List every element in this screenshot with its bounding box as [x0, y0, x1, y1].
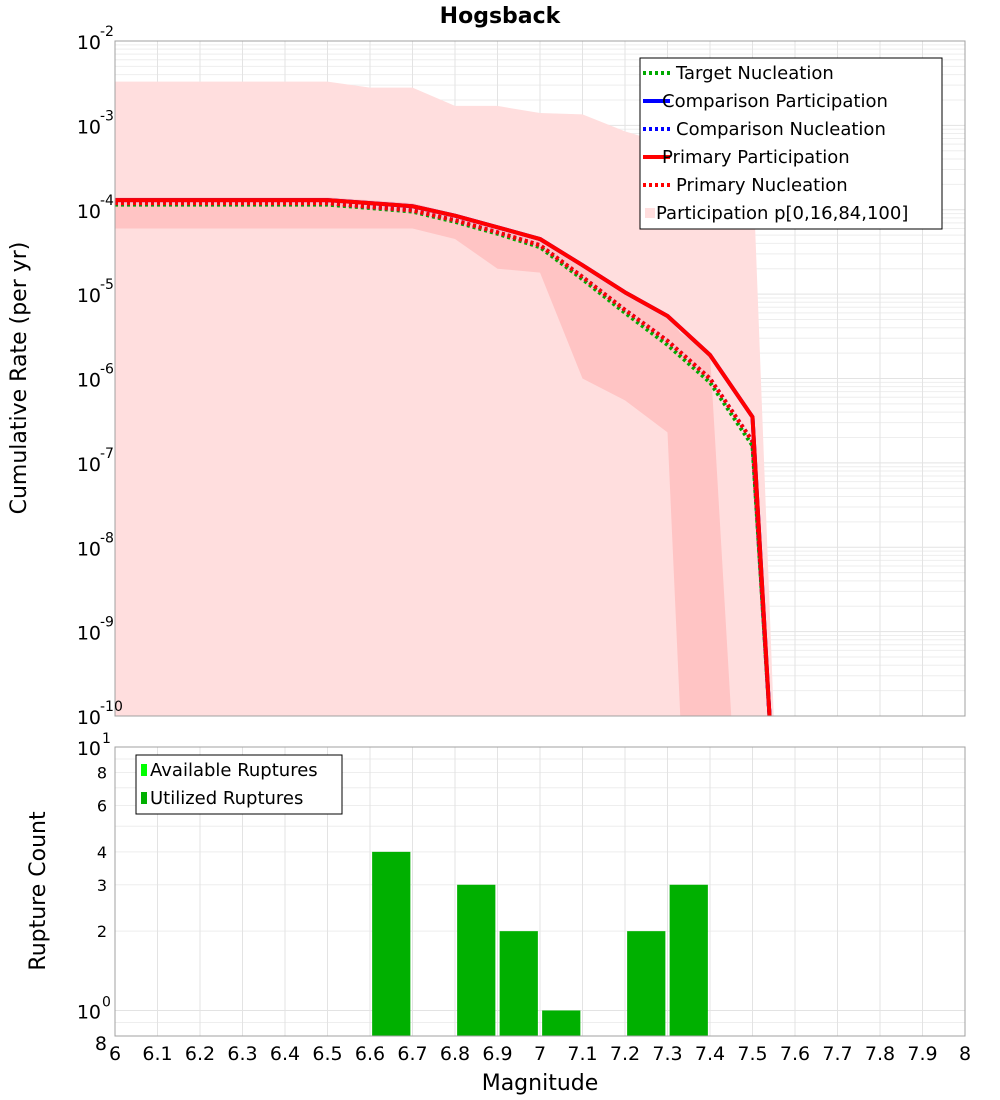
y-tick-label: 3: [97, 876, 107, 895]
bottom-legend-swatch-1: [141, 792, 147, 804]
legend-label-4: Primary Nucleation: [676, 175, 848, 196]
top-legend-box: [639, 57, 943, 230]
y-tick-label: 10: [77, 623, 101, 645]
x-tick-label: 7.2: [610, 1043, 640, 1065]
x-tick-label: 6.4: [270, 1043, 300, 1065]
series-line-4: [115, 201, 772, 716]
y-tick-exponent: -2: [100, 24, 114, 40]
y-tick-exponent: -7: [100, 446, 114, 462]
rupture-bar: [542, 1010, 581, 1036]
x-tick-label: 6.5: [312, 1043, 342, 1065]
y-tick-exponent: -9: [100, 615, 114, 631]
x-tick-label: 6.3: [227, 1043, 257, 1065]
bottom-y-axis-label: Rupture Count: [26, 811, 51, 971]
x-tick-label: 6.9: [482, 1043, 512, 1065]
bottom-legend-label-1: Utilized Ruptures: [150, 788, 303, 809]
y-tick-exponent: 1: [102, 731, 111, 747]
bottom-bars: [372, 851, 708, 1036]
y-tick-label: 2: [97, 922, 107, 941]
x-tick-label: 7.5: [737, 1043, 767, 1065]
y-tick-label: 10: [77, 454, 101, 476]
y-tick-exponent: -10: [100, 699, 123, 715]
chart-title: Hogsback: [440, 4, 562, 29]
x-tick-label: 7.4: [695, 1043, 725, 1065]
x-tick-label: 6.2: [185, 1043, 215, 1065]
series-line-3: [115, 198, 772, 716]
bottom-legend-swatch-0: [141, 764, 147, 776]
x-tick-label: 8: [959, 1043, 971, 1065]
x-tick-label: 7: [534, 1043, 546, 1065]
legend-label-5: Participation p[0,16,84,100]: [656, 203, 908, 224]
rupture-bar: [669, 884, 708, 1036]
legend-label-3: Primary Participation: [662, 147, 850, 168]
x-axis-label: Magnitude: [482, 1071, 599, 1096]
y-tick-exponent: -8: [100, 530, 114, 546]
y-tick-label: 10: [77, 201, 101, 223]
legend-label-0: Target Nucleation: [675, 63, 834, 84]
y-tick-label: 4: [97, 843, 107, 862]
rupture-bar: [627, 931, 666, 1036]
bottom-x-ticks: 6 6.1 6.2 6.3 6.4 6.5 6.6 6.7 6.8 6.9 7 7.1 7.2 7.3 7.…: [109, 1043, 971, 1065]
bottom-legend-box: [135, 754, 343, 815]
y-tick-label: 10: [77, 1001, 101, 1023]
x-tick-label: 6.6: [355, 1043, 385, 1065]
y-tick-label: 10: [77, 538, 101, 560]
rupture-bar: [457, 884, 496, 1036]
x-tick-label: 6.7: [397, 1043, 427, 1065]
y-tick-exponent: -5: [100, 277, 114, 293]
x-tick-label: 6.8: [440, 1043, 470, 1065]
y-tick-label: 8: [95, 1033, 107, 1055]
top-bands: [115, 81, 774, 716]
y-tick-label: 10: [77, 116, 101, 138]
y-tick-exponent: 0: [102, 994, 111, 1010]
top-plot-frame: [114, 40, 966, 717]
y-tick-label: 10: [77, 285, 101, 307]
legend-swatch-band: [645, 208, 655, 218]
x-tick-label: 7.1: [567, 1043, 597, 1065]
y-tick-exponent: -3: [100, 108, 114, 124]
confidence-band-1: [115, 197, 732, 716]
top-y-ticks: 10-210-310-410-510-610-710-810-910-10: [77, 24, 123, 729]
legend-label-1: Comparison Participation: [662, 91, 888, 112]
x-tick-label: 7.9: [907, 1043, 937, 1065]
x-tick-label: 7.3: [652, 1043, 682, 1065]
y-tick-label: 10: [77, 370, 101, 392]
x-tick-label: 7.6: [780, 1043, 810, 1065]
y-tick-label: 10: [77, 32, 101, 54]
y-tick-label: 10: [77, 738, 101, 760]
confidence-band-0: [115, 81, 774, 716]
top-series: [115, 198, 772, 716]
y-tick-exponent: -6: [100, 362, 114, 378]
y-tick-label: 8: [97, 764, 107, 783]
legend-label-2: Comparison Nucleation: [676, 119, 886, 140]
x-tick-label: 6.1: [142, 1043, 172, 1065]
rupture-bar: [499, 931, 538, 1036]
top-legend: Target Nucleation Comparison Participatio…: [639, 57, 943, 230]
bottom-plot-frame: [114, 746, 966, 1037]
y-tick-label: 6: [97, 796, 107, 815]
top-y-axis-label: Cumulative Rate (per yr): [7, 242, 32, 515]
rupture-bar: [372, 851, 411, 1036]
bottom-legend-label-0: Available Ruptures: [150, 760, 318, 781]
x-tick-label: 6: [109, 1043, 121, 1065]
x-tick-label: 7.7: [822, 1043, 852, 1065]
x-tick-label: 7.8: [865, 1043, 895, 1065]
y-tick-label: 10: [77, 707, 101, 729]
bottom-legend: Available Ruptures Utilized Ruptures: [135, 754, 343, 815]
y-tick-exponent: -4: [100, 193, 114, 209]
